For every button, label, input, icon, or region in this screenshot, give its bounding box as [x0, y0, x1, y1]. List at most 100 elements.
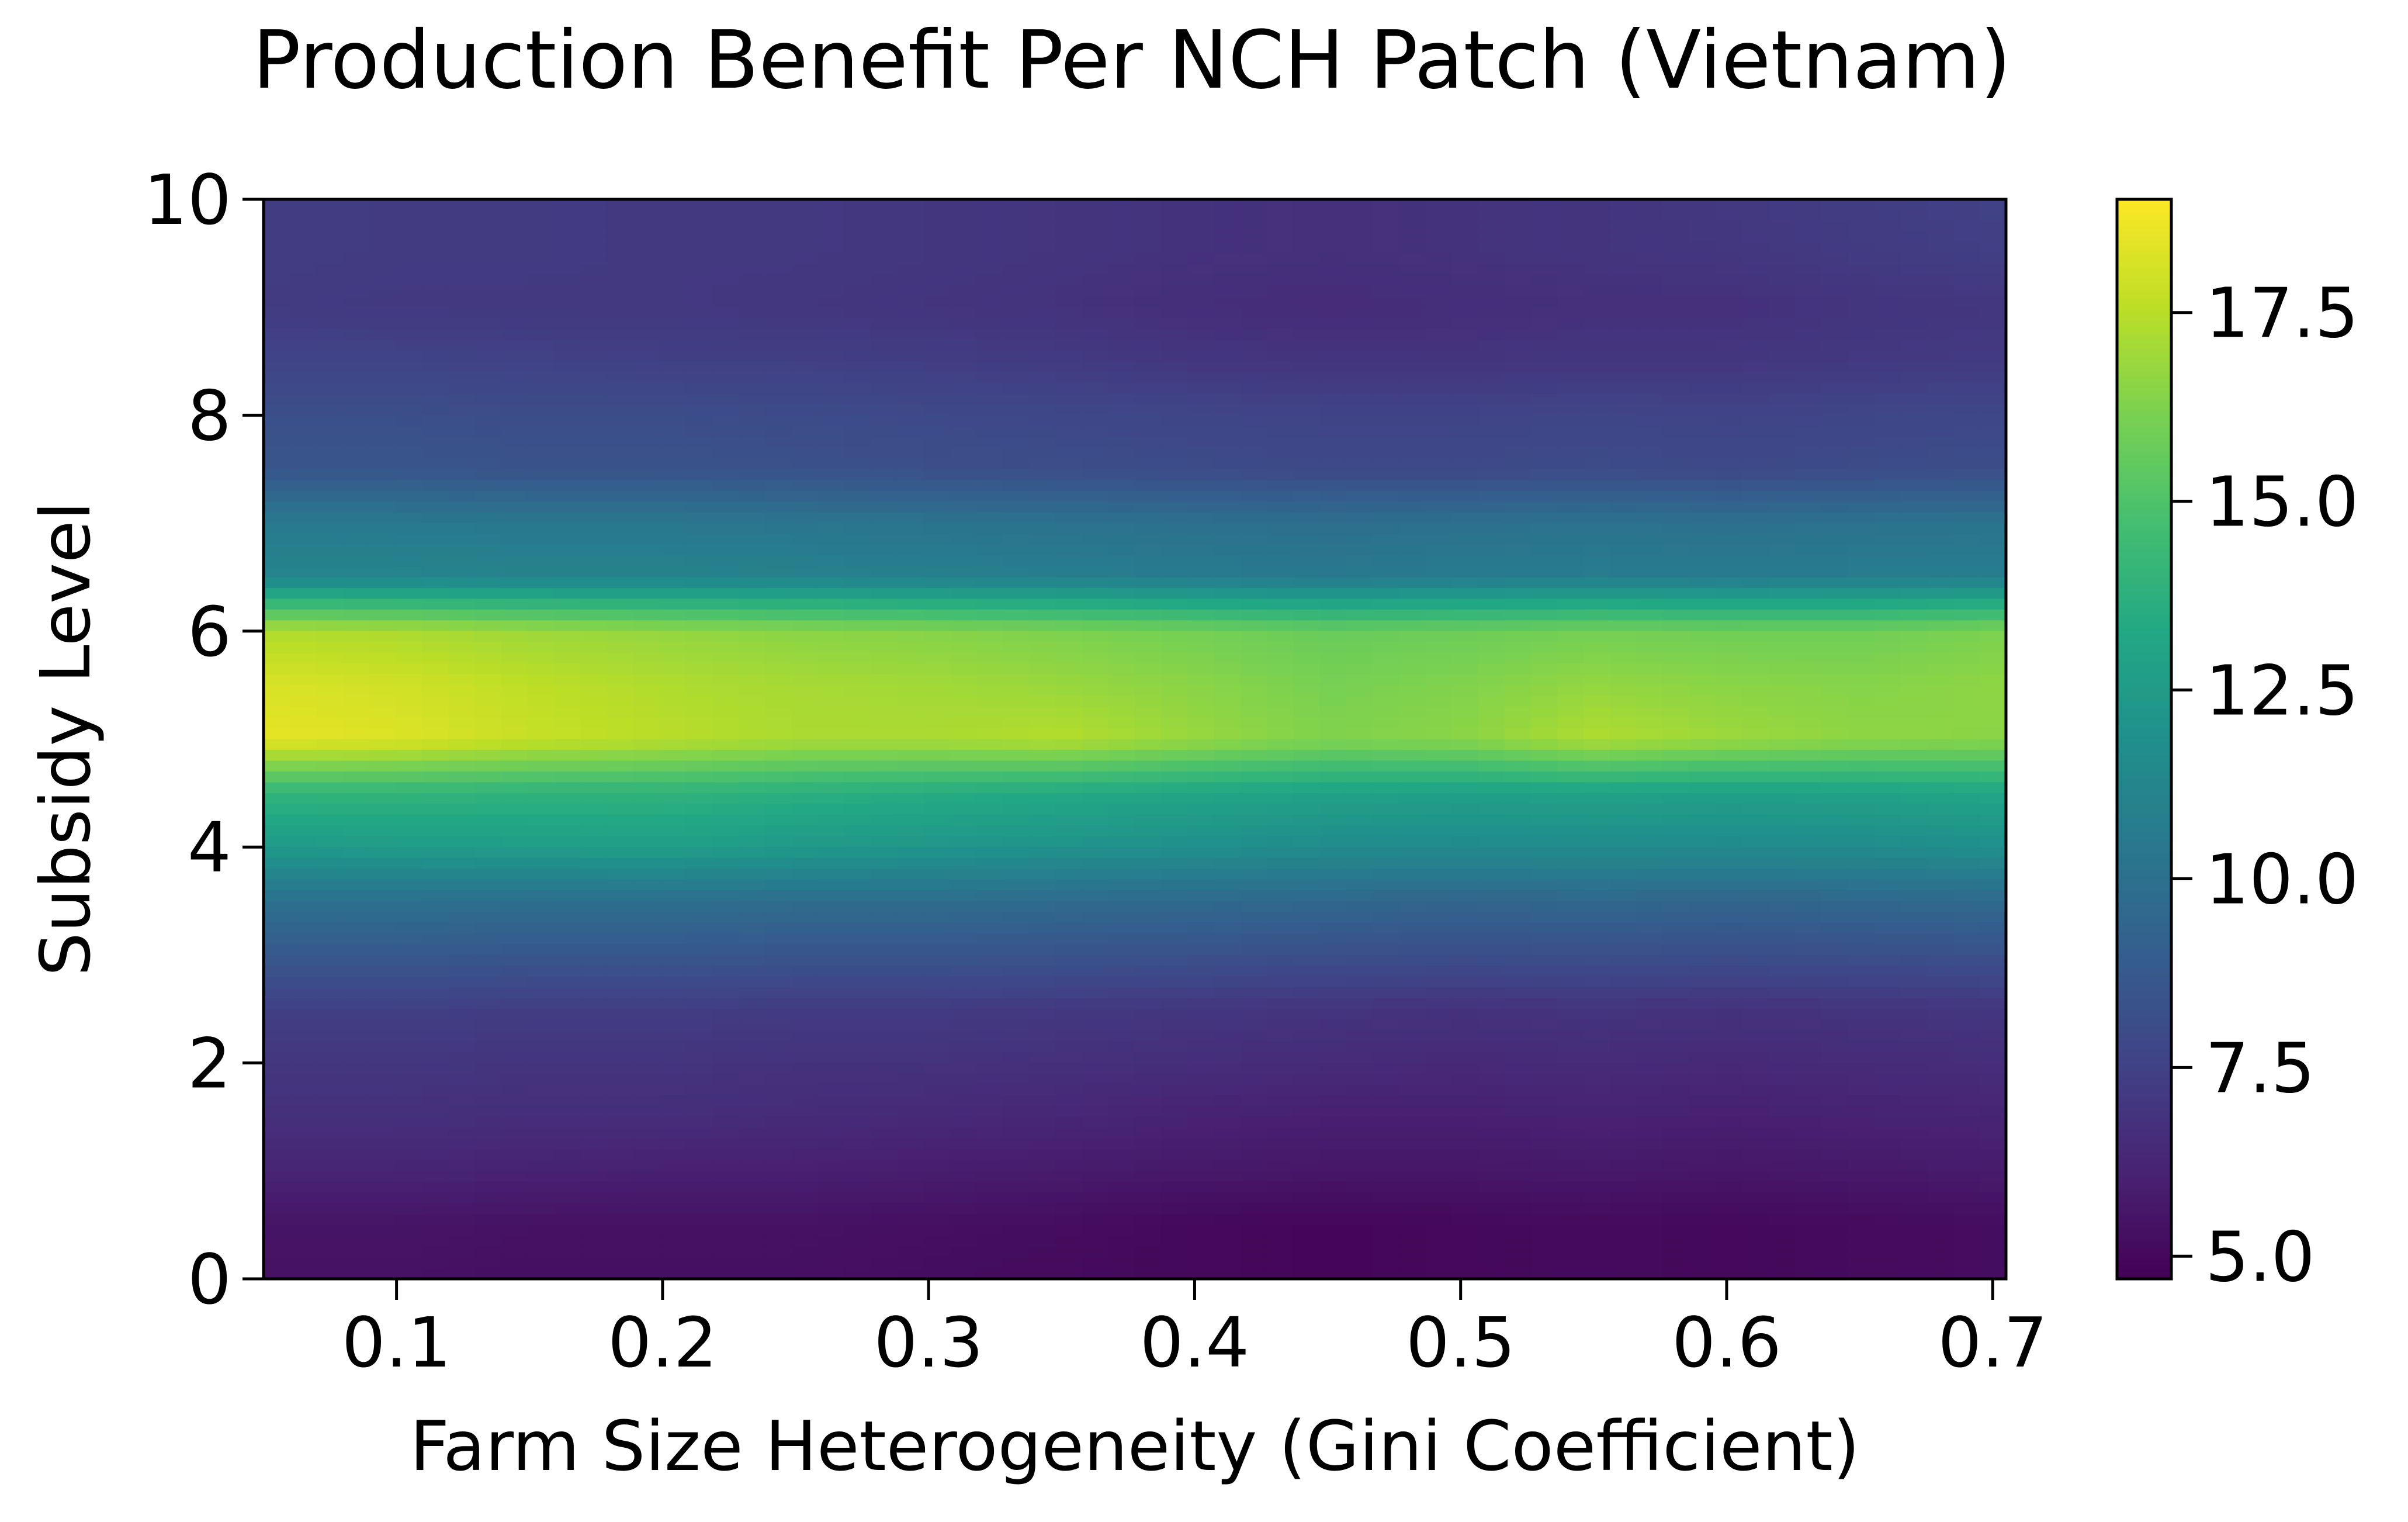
heatmap-cell: [1662, 307, 1690, 319]
heatmap-cell: [1610, 642, 1637, 653]
heatmap-cell: [527, 922, 555, 934]
heatmap-cell: [1689, 847, 1716, 859]
heatmap-cell: [1557, 523, 1584, 535]
heatmap-cell: [1451, 382, 1479, 395]
heatmap-cell: [633, 728, 660, 740]
heatmap-cell: [1451, 210, 1479, 222]
heatmap-cell: [1662, 836, 1690, 848]
heatmap-cell: [1029, 966, 1056, 977]
heatmap-cell: [1742, 642, 1769, 653]
heatmap-cell: [501, 685, 528, 697]
heatmap-cell: [474, 587, 502, 600]
heatmap-cell: [1135, 296, 1162, 308]
heatmap-cell: [501, 857, 528, 869]
heatmap-cell: [1425, 890, 1452, 902]
heatmap-cell: [739, 771, 766, 783]
heatmap-cell: [1029, 1009, 1056, 1021]
heatmap-cell: [1689, 685, 1716, 697]
heatmap-cell: [554, 609, 581, 621]
heatmap-cell: [264, 318, 290, 330]
heatmap-cell: [1610, 739, 1637, 750]
heatmap-cell: [844, 976, 871, 988]
heatmap-cell: [1266, 814, 1294, 826]
heatmap-cell: [1610, 663, 1637, 675]
heatmap-cell: [1847, 328, 1875, 340]
heatmap-cell: [1478, 933, 1505, 945]
heatmap-cell: [1636, 933, 1664, 945]
heatmap-cell: [1398, 825, 1426, 837]
heatmap-cell: [1319, 976, 1347, 988]
heatmap-cell: [1716, 307, 1742, 319]
heatmap-cell: [1768, 609, 1796, 621]
heatmap-cell: [1372, 231, 1399, 243]
heatmap-cell: [448, 231, 476, 243]
heatmap-cell: [1319, 814, 1347, 826]
heatmap-cell: [1584, 512, 1611, 524]
heatmap-cell: [1636, 404, 1664, 416]
heatmap-cell: [1055, 599, 1083, 610]
heatmap-cell: [950, 976, 977, 988]
heatmap-cell: [554, 760, 581, 772]
heatmap-cell: [580, 836, 608, 848]
heatmap-cell: [633, 922, 660, 934]
heatmap-cell: [290, 361, 317, 373]
heatmap-cell: [1108, 685, 1135, 697]
heatmap-cell: [1953, 307, 1980, 319]
heatmap-cell: [1293, 760, 1321, 772]
heatmap-cell: [1346, 231, 1373, 243]
heatmap-cell: [422, 512, 449, 524]
heatmap-cell: [976, 836, 1003, 848]
heatmap-cell: [1214, 220, 1241, 233]
heatmap-cell: [1716, 869, 1742, 880]
heatmap-cell: [1768, 760, 1796, 772]
heatmap-cell: [1742, 231, 1769, 243]
heatmap-cell: [923, 944, 951, 956]
heatmap-cell: [923, 426, 951, 438]
heatmap-cell: [1900, 231, 1928, 243]
heatmap-cell: [685, 469, 713, 481]
heatmap-cell: [580, 782, 608, 794]
heatmap-cell: [633, 555, 660, 567]
heatmap-cell: [1557, 912, 1584, 923]
heatmap-cell: [1504, 663, 1532, 675]
heatmap-cell: [1478, 458, 1505, 470]
heatmap-cell: [1398, 857, 1426, 869]
heatmap-cell: [264, 609, 290, 621]
heatmap-cell: [817, 415, 845, 427]
heatmap-cell: [1821, 793, 1848, 805]
heatmap-cell: [607, 285, 634, 298]
heatmap-cell: [1029, 296, 1056, 308]
heatmap-cell: [1584, 901, 1611, 912]
heatmap-cell: [448, 609, 476, 621]
heatmap-cell: [1636, 361, 1664, 373]
heatmap-cell: [871, 577, 898, 589]
heatmap-cell: [501, 566, 528, 578]
heatmap-cell: [527, 749, 555, 762]
heatmap-cell: [1187, 901, 1215, 912]
heatmap-cell: [1319, 890, 1347, 902]
heatmap-cell: [950, 998, 977, 1010]
heatmap-cell: [1794, 652, 1822, 665]
heatmap-cell: [1742, 987, 1769, 999]
heatmap-cell: [1293, 318, 1321, 330]
heatmap-cell: [976, 1009, 1003, 1021]
heatmap-cell: [659, 393, 687, 405]
heatmap-cell: [1900, 631, 1928, 643]
heatmap-cell: [1135, 599, 1162, 610]
heatmap-cell: [554, 296, 581, 308]
heatmap-cell: [1530, 210, 1558, 222]
heatmap-cell: [685, 501, 713, 513]
heatmap-cell: [1953, 415, 1980, 427]
heatmap-cell: [1662, 771, 1690, 783]
heatmap-cell: [633, 447, 660, 459]
heatmap-cell: [1425, 447, 1452, 459]
heatmap-cell: [369, 696, 396, 707]
heatmap-cell: [1161, 976, 1189, 988]
heatmap-cell: [290, 685, 317, 697]
heatmap-cell: [1504, 609, 1532, 621]
heatmap-cell: [1372, 458, 1399, 470]
heatmap-cell: [1135, 620, 1162, 632]
heatmap-cell: [580, 404, 608, 416]
heatmap-cell: [817, 512, 845, 524]
heatmap-cell: [1504, 545, 1532, 556]
